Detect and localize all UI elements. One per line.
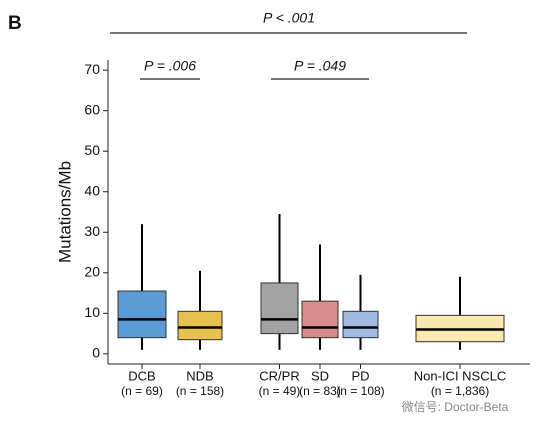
n-label: (n = 49) [259,384,301,398]
panel-label: B [8,13,22,34]
y-tick-label: 30 [84,223,100,239]
x-tick-label: DCB [128,368,155,383]
y-tick-label: 20 [84,264,100,280]
x-tick-label: CR/PR [259,368,299,383]
box [260,282,299,335]
annotation: P = .049 [294,58,346,74]
box [301,300,339,339]
n-label: (n = 158) [176,384,224,398]
n-label: (n = 83) [299,384,341,398]
y-tick-label: 40 [84,182,100,198]
box [342,310,379,339]
y-tick-label: 0 [92,345,100,361]
x-tick-label: SD [311,368,329,383]
y-tick-label: 10 [84,304,100,320]
annotation: P < .001 [263,10,315,26]
watermark: 微信号: Doctor-Beta [402,400,509,414]
x-tick-label: Non-ICI NSCLC [414,368,506,383]
box [177,310,223,341]
annotation: P = .006 [144,58,196,74]
x-tick-label: NDB [186,368,213,383]
n-label: (n = 1,836) [431,384,489,398]
y-tick-label: 70 [84,61,100,77]
y-tick-label: 50 [84,142,100,158]
n-label: (n = 69) [121,384,163,398]
box [117,290,167,339]
y-axis-label: Mutations/Mb [55,161,74,263]
y-tick-label: 60 [84,101,100,117]
x-tick-label: PD [351,368,369,383]
n-label: (n = 108) [336,384,384,398]
